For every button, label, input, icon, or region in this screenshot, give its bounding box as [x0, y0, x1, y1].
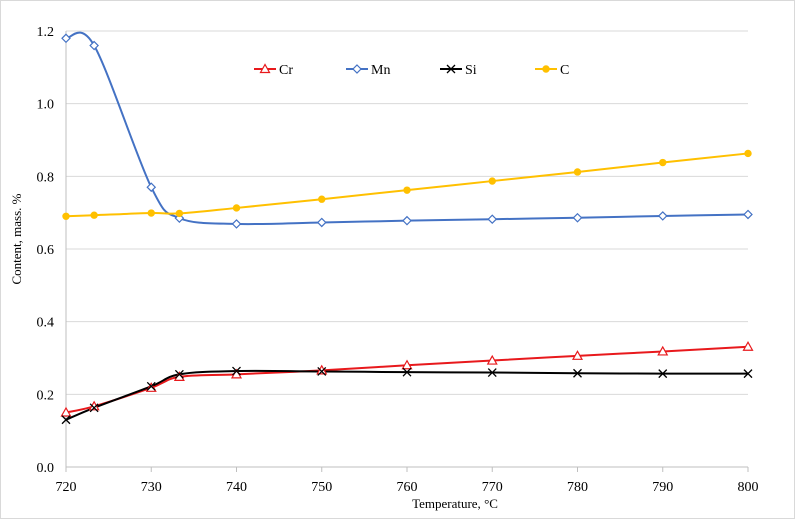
data-point-c: [232, 204, 241, 212]
data-point-si: [743, 369, 753, 379]
data-point-cr: [401, 359, 413, 370]
x-tick-label: 750: [311, 480, 332, 495]
data-point-si: [89, 403, 99, 413]
data-point-mn: [146, 182, 157, 193]
data-point-c: [488, 177, 496, 185]
data-point-c: [62, 212, 70, 221]
data-point-cr: [742, 341, 754, 351]
data-point-mn: [743, 209, 753, 220]
data-point-si: [573, 368, 582, 378]
legend-label-si: Si: [465, 63, 477, 78]
series-line-c: [65, 152, 749, 218]
x-tick-label: 800: [738, 480, 759, 495]
x-tick-label: 790: [652, 480, 673, 495]
y-axis-title: Content, mass. %: [9, 193, 24, 284]
legend-marker-cr: [259, 63, 271, 74]
data-point-cr: [571, 350, 584, 360]
y-tick-label: 1.2: [37, 25, 55, 40]
data-point-si: [402, 367, 412, 377]
y-tick-labels: 0.0 0.2 0.4 0.6 0.8 1.0 1.2: [37, 25, 55, 476]
data-point-mn: [61, 33, 71, 44]
data-point-cr: [60, 406, 72, 417]
x-tick-label: 770: [482, 480, 503, 495]
data-point-c: [659, 158, 667, 167]
data-point-c: [90, 211, 98, 219]
series-line-cr: [65, 345, 749, 414]
data-point-cr: [657, 345, 669, 356]
series-markers: [60, 33, 754, 425]
x-tick-label: 780: [567, 480, 588, 495]
legend-label-c: C: [560, 63, 569, 78]
data-point-si: [61, 415, 71, 425]
data-point-si: [487, 368, 497, 377]
data-point-si: [658, 369, 668, 379]
data-point-si: [232, 366, 241, 376]
y-tick-label: 0.4: [37, 316, 55, 331]
data-point-si: [174, 369, 184, 379]
legend: Cr Mn Si C: [254, 63, 569, 78]
x-tick-label: 740: [226, 480, 247, 495]
data-point-mn: [402, 215, 412, 226]
legend-label-cr: Cr: [279, 63, 293, 78]
legend-marker-c: [542, 65, 550, 73]
axes: [65, 31, 749, 472]
data-point-c: [175, 209, 184, 218]
y-tick-label: 1.0: [37, 98, 55, 113]
x-axis-title-unit: °C: [484, 496, 498, 511]
y-tick-label: 0.6: [37, 243, 55, 258]
data-point-c: [403, 186, 411, 194]
data-point-mn: [657, 211, 668, 221]
y-tick-label: 0.2: [37, 388, 55, 403]
x-tick-label: 720: [56, 480, 77, 495]
y-tick-label: 0.8: [37, 170, 55, 185]
data-point-c: [318, 195, 326, 203]
x-axis-title: Temperature, °C: [412, 496, 498, 511]
gridlines: [66, 30, 748, 395]
y-tick-label: 0.0: [37, 461, 55, 476]
data-point-mn: [231, 219, 242, 229]
x-tick-label: 730: [141, 480, 162, 495]
series-line-mn: [65, 31, 749, 226]
data-point-cr: [486, 354, 498, 365]
legend-label-mn: Mn: [371, 63, 390, 78]
x-tick-labels: 720 730 740 750 760 770 780 790 800: [56, 480, 759, 495]
data-point-c: [744, 149, 752, 158]
data-point-mn: [487, 214, 498, 225]
data-point-si: [146, 381, 156, 391]
data-point-mn: [316, 217, 327, 228]
data-point-si: [317, 366, 327, 376]
data-point-mn: [572, 212, 583, 223]
series-line-si: [65, 369, 749, 421]
data-point-c: [573, 168, 582, 176]
x-axis-title-text: Temperature,: [412, 496, 484, 511]
legend-marker-mn: [352, 64, 362, 74]
x-tick-label: 760: [397, 480, 418, 495]
data-point-mn: [89, 40, 99, 51]
legend-marker-si: [446, 64, 456, 74]
data-point-c: [147, 209, 155, 217]
